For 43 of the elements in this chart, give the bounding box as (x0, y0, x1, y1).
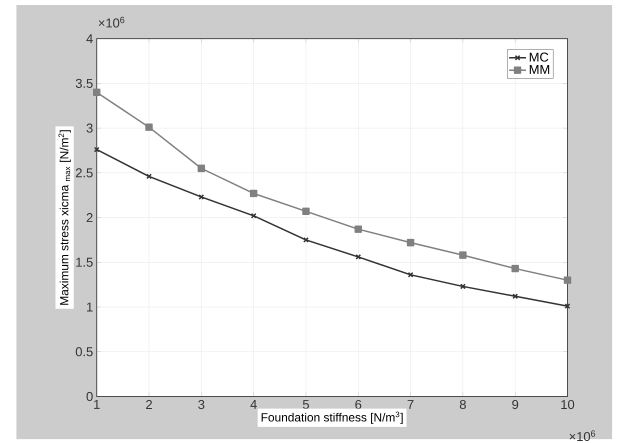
x-tick-label: 1 (94, 400, 100, 409)
point (303, 237, 309, 243)
point (564, 276, 572, 284)
x-tick-label: 5 (302, 400, 309, 409)
point (198, 194, 204, 200)
point (146, 174, 152, 180)
point (250, 190, 258, 198)
y-tick-label: 0.5 (76, 347, 93, 356)
legend-label: MC (530, 52, 548, 62)
legend-label: MM (530, 65, 550, 74)
y-tick-label: 1.5 (76, 258, 93, 267)
point (460, 284, 466, 290)
y-tick-label: 3 (86, 124, 93, 133)
point (354, 225, 362, 233)
point (512, 293, 518, 300)
x-tick-label: 4 (250, 400, 257, 409)
y-tick-label: 2 (86, 213, 93, 222)
x-tick-label: 2 (146, 400, 152, 409)
y-tick-label: 2.5 (76, 168, 93, 178)
point (511, 264, 519, 272)
x-axis-title: Foundation stiffness [N/m$^{3}$] (262, 412, 403, 424)
y-tick-label: 4 (86, 34, 93, 44)
point (406, 238, 414, 246)
y-tick-label: 1 (87, 302, 93, 312)
x-tick-label: 6 (355, 400, 362, 410)
x-tick-label: 8 (460, 400, 466, 410)
point (250, 212, 256, 219)
x-tick-label: 3 (198, 400, 204, 410)
text: ×10$^{6}$ (570, 430, 596, 442)
point (92, 88, 100, 96)
x-tick-label: 7 (408, 400, 414, 409)
point (355, 254, 362, 260)
y-tick-label: 0 (86, 392, 93, 402)
point (408, 272, 414, 278)
point (302, 208, 310, 215)
point (198, 164, 206, 172)
y-tick-label: 3.5 (76, 78, 93, 88)
y-axis-title: Maximum stress xicma $_{max}$ [N/m$^{2}$] (58, 130, 71, 305)
text: ×10$^{6}$ (98, 16, 124, 28)
point (459, 251, 467, 259)
point (145, 123, 153, 131)
x-tick-label: 9 (512, 400, 518, 410)
x-tick-label: 10 (561, 400, 574, 410)
